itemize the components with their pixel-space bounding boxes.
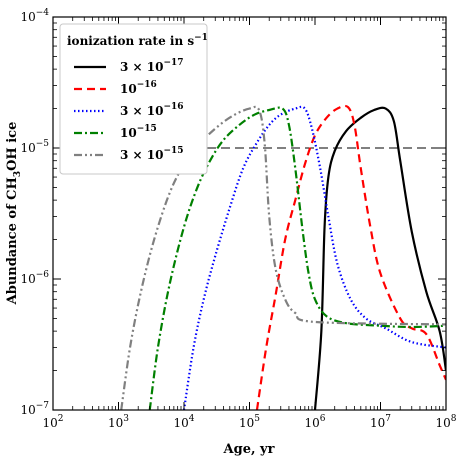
legend-title-main: ionization rate in s	[67, 34, 194, 48]
y-axis-label-tail: OH ice	[5, 122, 20, 171]
series-3e-17-line	[313, 106, 446, 410]
x-axis-label: Age, yr	[223, 442, 275, 457]
x-tick-label: 107	[370, 414, 391, 430]
x-tick-labels: 102 103 104 105 106 107 108	[42, 414, 456, 430]
x-tick-label: 104	[173, 414, 194, 430]
y-tick-label: 10−4	[20, 8, 49, 24]
plot-frame	[52, 16, 447, 411]
y-tick-label: 10−5	[20, 139, 49, 155]
y-tick-labels: 10−7 10−6 10−5 10−4	[20, 8, 49, 417]
series-3e-15-line	[120, 105, 446, 410]
x-tick-label: 102	[42, 414, 63, 430]
series-3e-17-legend-label: 3 × 10−17	[120, 58, 184, 74]
legend-title-sup: −1	[194, 33, 208, 43]
series-1e-16-line	[255, 104, 446, 410]
series-group	[120, 104, 446, 410]
legend-title: ionization rate in s−1	[67, 33, 208, 48]
series-1e-15-legend-label: 10−15	[120, 124, 157, 140]
legend-box	[59, 23, 208, 175]
y-tick-label: 10−7	[20, 401, 49, 417]
series-3e-16-line	[182, 105, 446, 410]
x-tick-label: 108	[435, 414, 456, 430]
legend-entries: 3 × 10−17 10−16 3 × 10−16 10−15 3 × 10−15	[74, 58, 184, 162]
y-tick-label: 10−6	[20, 270, 49, 286]
series-1e-16-legend-label: 10−16	[120, 80, 157, 96]
x-tick-label: 106	[304, 414, 325, 430]
y-axis-label-subscript: 3	[13, 171, 23, 177]
x-tick-label: 103	[108, 414, 129, 430]
y-axis-label: Abundance of CH3OH ice	[5, 122, 23, 306]
series-3e-16-legend-label: 3 × 10−16	[120, 102, 184, 118]
x-tick-label: 105	[239, 414, 260, 430]
series-3e-15-legend-label: 3 × 10−15	[120, 146, 184, 162]
series-1e-15-line	[148, 106, 446, 410]
y-axis-label-main: Abundance of CH	[5, 177, 20, 305]
